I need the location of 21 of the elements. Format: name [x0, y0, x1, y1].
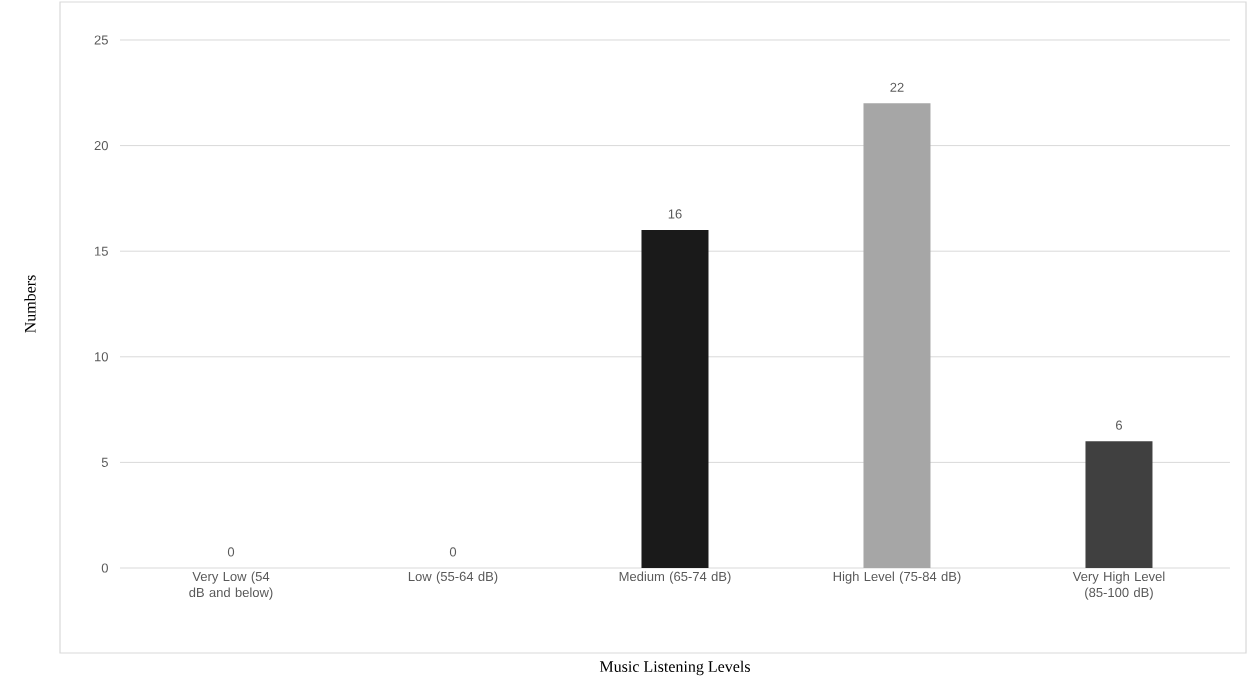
- x-tick-label: Medium (65-74 dB): [619, 571, 731, 584]
- bar: [863, 103, 931, 568]
- x-tick-label: Low (55-64 dB): [408, 571, 498, 584]
- data-label: 16: [668, 209, 682, 219]
- y-tick-label: 5: [101, 457, 108, 467]
- x-tick-label: Very Low (54 dB and below): [189, 571, 273, 600]
- y-tick-label: 10: [95, 352, 108, 362]
- y-tick-label: 20: [94, 140, 108, 151]
- x-tick-label: Very High Level (85-100 dB): [1072, 571, 1165, 600]
- data-label: 0: [449, 547, 457, 557]
- y-axis-title: Numbers: [24, 275, 36, 333]
- y-tick-label: 25: [94, 35, 108, 45]
- bar: [1085, 441, 1153, 568]
- bar: [641, 230, 709, 568]
- data-label: 0: [227, 547, 235, 557]
- data-label: 6: [1116, 420, 1123, 430]
- x-tick-label: High Level (75-84 dB): [833, 571, 961, 584]
- x-axis-title: Music Listening Levels: [599, 660, 750, 676]
- y-tick-label: 0: [101, 563, 108, 573]
- y-tick-label: 15: [95, 246, 108, 256]
- data-label: 22: [890, 82, 904, 92]
